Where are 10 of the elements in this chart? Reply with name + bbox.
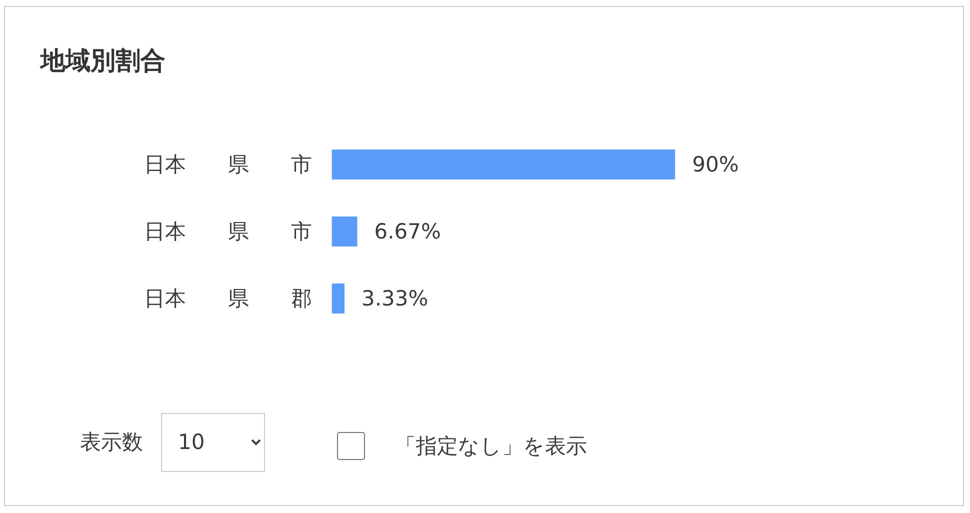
data-label: 3.33% bbox=[362, 286, 428, 310]
y-tick-label: 日本 県 郡 bbox=[144, 286, 312, 310]
y-tick-label: 日本 県 市 bbox=[144, 220, 312, 244]
y-tick-label: 日本 県 市 bbox=[144, 152, 312, 176]
data-label: 90% bbox=[692, 152, 739, 176]
data-label: 6.67% bbox=[374, 220, 441, 244]
text: 地域別割合 bbox=[39, 46, 166, 75]
text: 「指定なし」を表示 bbox=[395, 433, 587, 460]
select: 10 bbox=[161, 412, 265, 472]
text: 表示数 bbox=[80, 429, 143, 456]
